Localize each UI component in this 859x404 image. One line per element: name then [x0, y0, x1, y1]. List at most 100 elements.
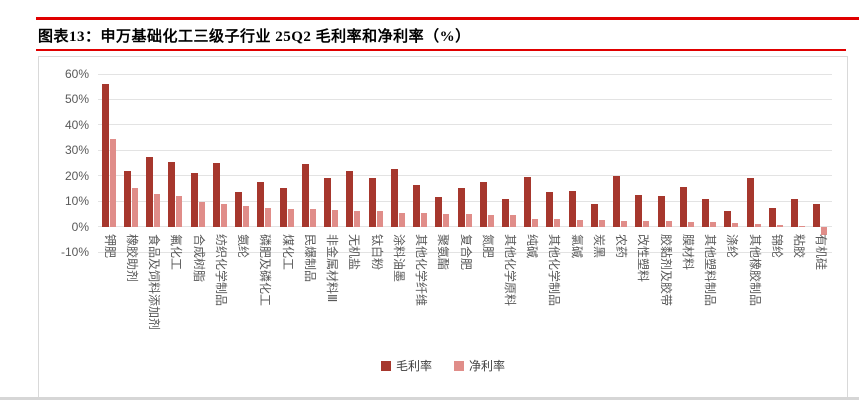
legend-swatch-gross-margin-icon	[380, 360, 391, 371]
bar-net-margin	[109, 138, 116, 227]
x-axis-category-label: 粘胶	[792, 234, 807, 259]
x-axis-category-label: 钛白粉	[369, 234, 384, 271]
bar-net-margin	[554, 219, 561, 227]
bar-net-margin	[821, 226, 828, 236]
y-axis-tick-label: 10%	[64, 194, 89, 209]
bar-net-margin	[131, 188, 138, 227]
bar-gross-margin	[390, 169, 398, 227]
bar-net-margin	[332, 210, 339, 227]
x-axis-category-label: 复合肥	[458, 234, 473, 271]
bar-gross-margin	[146, 156, 154, 227]
x-axis-category-label: 纯碱	[525, 234, 540, 259]
gridline	[98, 124, 832, 126]
x-axis-category-label: 涤纶	[725, 234, 740, 259]
bar-gross-margin	[813, 203, 821, 227]
legend-item-gross-margin: 毛利率	[380, 357, 432, 374]
bar-gross-margin	[768, 207, 776, 227]
bar-net-margin	[376, 211, 383, 227]
chart-legend: 毛利率 净利率	[39, 357, 847, 374]
bar-net-margin	[687, 221, 694, 227]
bar-gross-margin	[413, 184, 420, 227]
bar-net-margin	[176, 196, 183, 227]
bar-net-margin	[443, 213, 450, 227]
x-axis-category-label: 民爆制品	[302, 234, 317, 283]
bar-net-margin	[643, 221, 650, 227]
x-axis-category-label: 非金属材料Ⅲ	[325, 234, 340, 303]
x-axis-category-label: 其他塑料制品	[703, 234, 718, 307]
x-axis-category-label: 氮肥	[480, 234, 495, 259]
bar-gross-margin	[257, 182, 265, 227]
x-axis-category-label: 合成树脂	[191, 234, 206, 283]
bar-gross-margin	[279, 188, 287, 227]
bar-net-margin	[487, 214, 494, 227]
gridline	[98, 73, 832, 75]
x-axis-category-label: 胶黏剂及胶带	[658, 234, 673, 307]
x-axis-category-label: 食品及饲料添加剂	[147, 234, 162, 331]
bar-gross-margin	[324, 178, 332, 227]
bar-gross-margin	[101, 84, 109, 227]
legend-label-gross-margin: 毛利率	[395, 359, 432, 373]
x-axis-category-label: 其他橡胶制品	[747, 234, 762, 307]
bar-net-margin	[732, 222, 739, 227]
figure-caption: 图表13：申万基础化工三级子行业 25Q2 毛利率和净利率（%）	[38, 29, 471, 45]
y-axis-tick-label: -10%	[60, 245, 89, 259]
bar-net-margin	[243, 206, 250, 227]
bar-net-margin	[509, 215, 516, 227]
x-axis-category-label: 无机盐	[347, 234, 362, 271]
gridline	[98, 251, 832, 253]
bar-gross-margin	[635, 194, 643, 227]
bar-gross-margin	[346, 170, 354, 227]
top-red-divider	[36, 17, 859, 20]
bar-gross-margin	[791, 198, 799, 227]
bar-net-margin	[754, 224, 761, 227]
y-axis-tick-label: 30%	[64, 143, 89, 158]
bar-gross-margin	[679, 187, 687, 227]
plot-area	[98, 73, 832, 253]
x-axis-category-label: 氯碱	[569, 234, 584, 259]
x-axis-category-label: 锦纶	[769, 234, 784, 259]
bar-net-margin	[265, 207, 272, 227]
bar-net-margin	[154, 193, 161, 227]
legend-swatch-net-margin-icon	[454, 360, 464, 371]
bar-gross-margin	[168, 161, 176, 227]
x-axis-category-label: 煤化工	[280, 234, 295, 271]
x-axis-category-label: 膜材料	[680, 234, 695, 271]
y-axis-tick-label: 0%	[71, 219, 89, 234]
bar-net-margin	[598, 220, 605, 227]
legend-label-net-margin: 净利率	[469, 359, 506, 373]
x-axis-category-label: 氨纶	[236, 234, 251, 259]
y-axis-tick-label: 60%	[64, 67, 89, 81]
x-axis-category-label: 钾肥	[102, 234, 117, 259]
bar-gross-margin	[212, 163, 220, 227]
bottom-gray-divider	[0, 397, 859, 400]
x-axis-category-label: 涂料油墨	[391, 234, 406, 283]
x-axis-category-label: 有机硅	[814, 234, 829, 271]
bar-gross-margin	[368, 178, 376, 227]
gridline	[98, 226, 832, 228]
bar-gross-margin	[123, 170, 131, 227]
bar-net-margin	[198, 202, 205, 227]
bar-gross-margin	[746, 178, 754, 227]
bar-gross-margin	[568, 190, 576, 227]
bar-net-margin	[621, 220, 628, 227]
bar-gross-margin	[524, 176, 532, 227]
bar-net-margin	[309, 208, 316, 227]
x-axis-category-label: 改性塑料	[636, 234, 651, 283]
bar-net-margin	[776, 224, 783, 227]
bar-gross-margin	[479, 182, 487, 227]
bar-net-margin	[421, 212, 427, 227]
bar-net-margin	[576, 219, 583, 227]
x-axis-category-label: 农药	[614, 234, 629, 259]
bar-net-margin	[354, 211, 361, 227]
y-axis-tick-label: 40%	[64, 117, 89, 132]
bar-gross-margin	[235, 192, 243, 227]
y-axis-tick-label: 50%	[64, 92, 89, 107]
bar-net-margin	[532, 218, 539, 227]
bar-gross-margin	[657, 196, 665, 227]
x-axis-category-label: 聚氨酯	[436, 234, 451, 271]
chart-frame: 60% 50% 40% 30% 20% 10% 0% -10% 钾肥 橡胶助剂 食品及饲料添加剂氟…	[38, 56, 848, 398]
bar-net-margin	[799, 225, 806, 227]
bar-gross-margin	[501, 198, 509, 227]
bar-gross-margin	[457, 188, 465, 227]
